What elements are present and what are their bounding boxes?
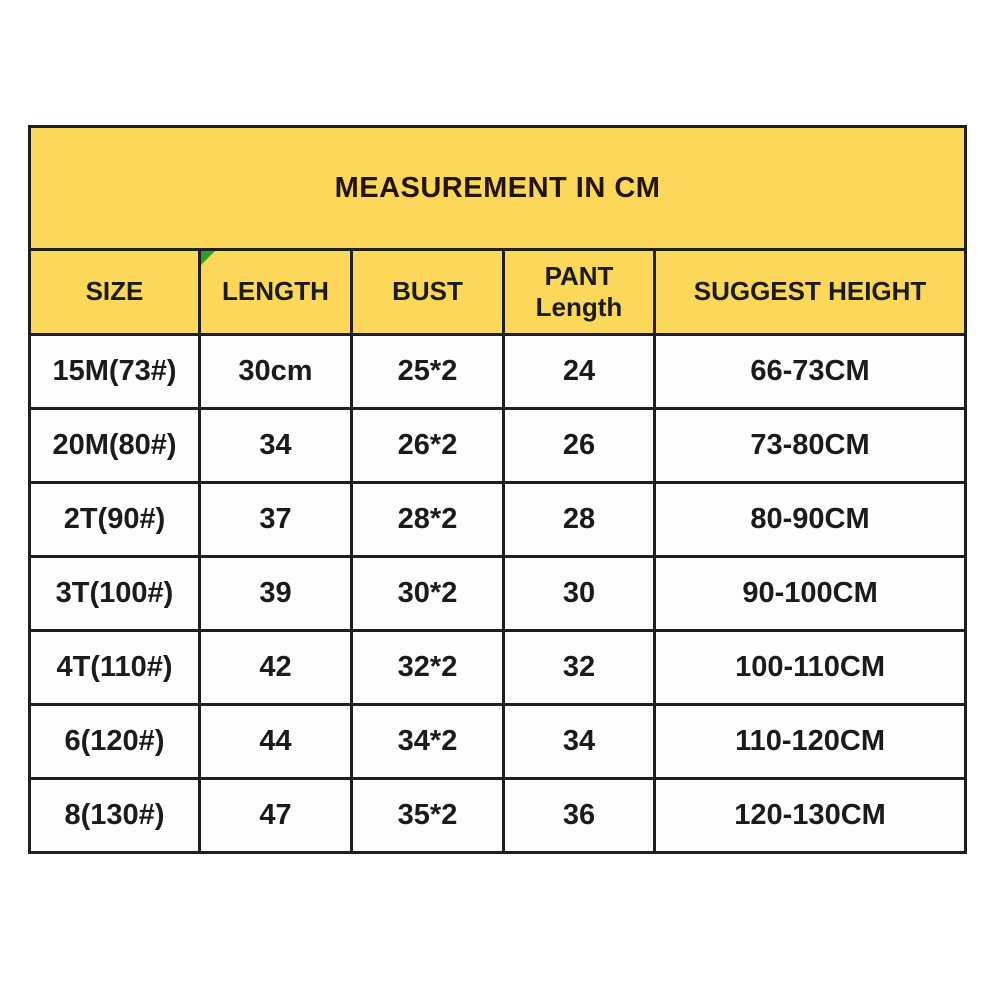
title-row: MEASUREMENT IN CM [27,125,968,251]
table-cell-length: 37 [198,481,353,558]
table-cell-length: 39 [198,555,353,632]
table-row: 6(120#) 44 34*2 34 110-120CM [28,703,968,780]
table-cell-bust: 32*2 [350,629,505,706]
table-row: 2T(90#) 37 28*2 28 80-90CM [28,481,968,558]
table-cell-bust: 30*2 [350,555,505,632]
table-title: MEASUREMENT IN CM [27,125,968,251]
table-row: 3T(100#) 39 30*2 30 90-100CM [28,555,968,632]
table-cell-bust: 35*2 [350,777,505,854]
col-header-bust: BUST [350,248,505,336]
table-cell-pant: 36 [502,777,656,854]
table-cell-size: 8(130#) [28,777,201,854]
table-cell-height: 80-90CM [652,481,968,558]
table-cell-length: 42 [198,629,353,706]
table-head: MEASUREMENT IN CM SIZE LENGTH BUST PANT … [27,125,968,336]
col-header-pant-line1: PANT [544,260,614,291]
table-cell-size: 4T(110#) [28,629,201,706]
col-header-suggest-height: SUGGEST HEIGHT [652,248,968,336]
table-cell-pant: 34 [502,703,656,780]
table-row: 4T(110#) 42 32*2 32 100-110CM [28,629,968,706]
table-cell-length: 30cm [198,333,353,410]
table-cell-bust: 25*2 [350,333,505,410]
table-row: 20M(80#) 34 26*2 26 73-80CM [28,407,968,484]
table-cell-size: 6(120#) [28,703,201,780]
table-cell-height: 73-80CM [652,407,968,484]
table-body: 15M(73#) 30cm 25*2 24 66-73CM 20M(80#) 3… [28,333,968,854]
measurement-table: MEASUREMENT IN CM SIZE LENGTH BUST PANT … [27,125,968,854]
table-row: 15M(73#) 30cm 25*2 24 66-73CM [28,333,968,410]
table-cell-size: 15M(73#) [28,333,201,410]
col-header-length-label: LENGTH [222,276,329,307]
table-cell-pant: 32 [502,629,656,706]
table-cell-size: 20M(80#) [28,407,201,484]
table-cell-bust: 34*2 [350,703,505,780]
col-header-length: LENGTH [198,248,353,336]
table-cell-bust: 26*2 [350,407,505,484]
col-header-pant-line2: Length [535,292,623,322]
table-cell-pant: 26 [502,407,656,484]
table-cell-length: 47 [198,777,353,854]
table-cell-pant: 28 [502,481,656,558]
table-cell-height: 120-130CM [652,777,968,854]
table-cell-size: 3T(100#) [28,555,201,632]
table-cell-pant: 30 [502,555,656,632]
table-cell-height: 100-110CM [652,629,968,706]
column-header-row: SIZE LENGTH BUST PANT Length SUGGEST HEI… [28,248,968,336]
table-cell-pant: 24 [502,333,656,410]
table-cell-height: 110-120CM [652,703,968,780]
cell-flag-triangle-icon [202,252,215,265]
table-cell-length: 34 [198,407,353,484]
table-row: 8(130#) 47 35*2 36 120-130CM [28,777,968,854]
col-header-size: SIZE [28,248,201,336]
table-cell-height: 66-73CM [652,333,968,410]
table-cell-bust: 28*2 [350,481,505,558]
table-cell-height: 90-100CM [652,555,968,632]
table-cell-size: 2T(90#) [28,481,201,558]
col-header-pant-length: PANT Length [502,248,656,336]
table-cell-length: 44 [198,703,353,780]
